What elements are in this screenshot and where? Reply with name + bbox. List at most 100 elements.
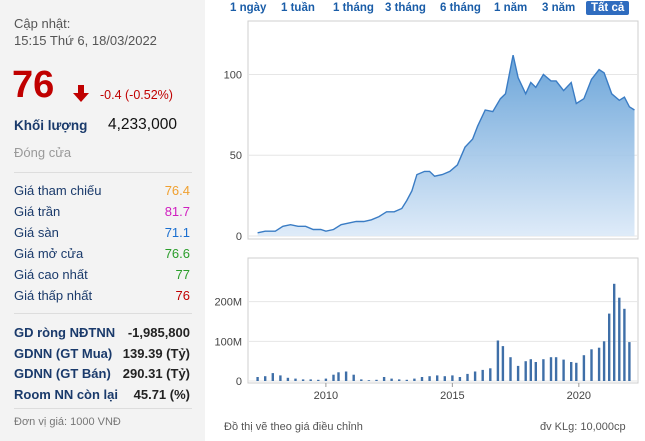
- foreign-stat-label: Room NN còn lại: [14, 386, 119, 402]
- price-stat-row: Giá trần 81.7: [14, 204, 190, 224]
- price-tick-label: 100: [224, 69, 242, 81]
- price-stat-label: Giá cao nhất: [14, 267, 88, 282]
- volume-bar: [360, 379, 363, 381]
- foreign-stat-row: GDNN (GT Bán) 290.31 (Tỷ): [14, 366, 190, 386]
- price-stat-value: 76: [175, 288, 190, 303]
- foreign-stat-value: 139.39 (Tỷ): [122, 345, 190, 361]
- volume-bar: [590, 349, 593, 381]
- volume-bar: [390, 378, 393, 381]
- volume-bar: [317, 379, 320, 381]
- volume-bar: [466, 373, 469, 381]
- x-tick-label: 2020: [567, 390, 591, 402]
- volume-bar: [451, 375, 454, 381]
- volume-bar: [613, 283, 616, 381]
- tab-range-5[interactable]: 1 năm: [494, 2, 528, 14]
- volume-bar: [337, 372, 340, 381]
- volume-tick-label: 200M: [214, 297, 242, 309]
- volume-bar: [562, 359, 565, 381]
- volume-bar: [628, 342, 631, 381]
- divider: [14, 408, 192, 409]
- tab-range-6[interactable]: 3 năm: [542, 2, 576, 14]
- price-area: [257, 55, 635, 236]
- current-price: 76: [12, 64, 55, 106]
- volume-bar: [420, 377, 424, 381]
- volume-bar: [256, 377, 259, 381]
- divider: [14, 172, 192, 173]
- volume-bar: [516, 365, 520, 381]
- volume-bar: [549, 357, 553, 381]
- foreign-stat-label: GD ròng NĐTNN: [14, 325, 116, 340]
- volume-bar: [344, 371, 348, 381]
- volume-bar: [597, 347, 601, 381]
- chart-adjusted-note: Đồ thị vẽ theo giá điều chỉnh: [224, 421, 363, 433]
- price-change: -0.4 (-0.52%): [100, 88, 173, 102]
- volume-bar: [496, 340, 500, 381]
- price-stat-value: 76.6: [164, 246, 190, 261]
- tab-range-1[interactable]: 1 tuần: [281, 2, 315, 14]
- volume-bar: [570, 362, 573, 381]
- volume-bar: [352, 374, 355, 381]
- update-time: 15:15 Thứ 6, 18/03/2022: [14, 33, 157, 48]
- volume-bar: [332, 374, 335, 381]
- foreign-stat-row: GDNN (GT Mua) 139.39 (Tỷ): [14, 346, 190, 366]
- volume-bar: [405, 379, 408, 381]
- price-stat-row: Giá tham chiếu 76.4: [14, 183, 190, 203]
- volume-value: 4,233,000: [108, 116, 177, 133]
- foreign-stat-label: GDNN (GT Mua): [14, 345, 113, 361]
- price-line: [257, 54, 635, 234]
- volume-bar: [301, 379, 305, 381]
- stock-summary-panel: Cập nhật: 15:15 Thứ 6, 18/03/2022 76 -0.…: [0, 0, 205, 441]
- volume-bar: [623, 308, 626, 381]
- price-stat-row: Giá mở cửa 76.6: [14, 246, 190, 266]
- price-stat-row: Giá cao nhất 77: [14, 267, 190, 287]
- tab-range-4[interactable]: 6 tháng: [440, 2, 481, 14]
- volume-bar: [443, 376, 446, 381]
- volume-tick-label: 100M: [214, 336, 242, 348]
- tab-range-0[interactable]: 1 ngày: [230, 2, 267, 14]
- volume-bar: [582, 355, 586, 381]
- tab-range-7[interactable]: Tất cả: [586, 1, 630, 15]
- price-stat-label: Giá tham chiếu: [14, 183, 102, 198]
- price-stat-value: 77: [175, 267, 190, 282]
- volume-bar: [286, 377, 290, 381]
- volume-bar: [509, 357, 512, 381]
- volume-bar: [324, 378, 328, 381]
- tab-range-3[interactable]: 3 tháng: [385, 2, 426, 14]
- volume-bar: [608, 313, 611, 381]
- volume-bar: [458, 377, 462, 381]
- volume-bar: [473, 371, 477, 381]
- price-stat-label: Giá trần: [14, 204, 61, 219]
- price-stat-label: Giá thấp nhất: [14, 288, 93, 303]
- volume-bar: [398, 379, 401, 381]
- volume-bar: [534, 362, 537, 381]
- volume-bar: [554, 357, 558, 381]
- close-label: Đóng cửa: [14, 145, 72, 160]
- volume-bar: [501, 346, 505, 381]
- foreign-stat-value: -1,985,800: [127, 325, 190, 340]
- price-stat-value: 76.4: [164, 183, 190, 198]
- foreign-stat-label: GDNN (GT Bán): [14, 366, 111, 381]
- volume-bar: [367, 380, 371, 381]
- price-stat-label: Giá mở cửa: [14, 246, 84, 261]
- price-stat-value: 81.7: [164, 204, 190, 219]
- volume-bar: [271, 373, 274, 381]
- down-arrow-icon: [73, 85, 89, 102]
- foreign-stat-row: GD ròng NĐTNN -1,985,800: [14, 325, 190, 345]
- volume-bar: [413, 378, 416, 381]
- tab-range-2[interactable]: 1 tháng: [333, 2, 374, 14]
- volume-bar: [375, 379, 378, 381]
- price-stat-label: Giá sàn: [14, 225, 59, 240]
- foreign-stat-row: Room NN còn lại 45.71 (%): [14, 387, 190, 407]
- volume-bar: [529, 359, 532, 381]
- volume-bar: [294, 378, 297, 381]
- price-plot-frame: [247, 20, 639, 240]
- price-tick-label: 0: [236, 231, 242, 243]
- volume-bar: [618, 297, 621, 381]
- volume-bar: [264, 376, 267, 381]
- foreign-stat-value: 45.71 (%): [133, 386, 190, 402]
- volume-bar: [575, 362, 578, 381]
- volume-bar: [382, 377, 386, 381]
- divider: [14, 313, 192, 314]
- price-stat-value: 71.1: [164, 225, 190, 240]
- volume-bar: [524, 361, 527, 381]
